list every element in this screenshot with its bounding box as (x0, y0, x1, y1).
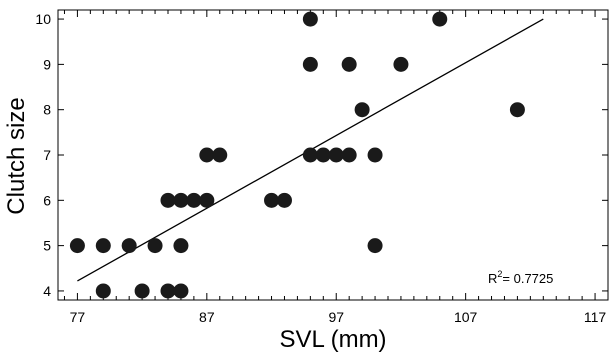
data-point (69, 238, 85, 254)
data-point (147, 238, 163, 254)
data-point (134, 283, 150, 299)
x-tick-label: 77 (70, 309, 86, 325)
data-point (328, 147, 344, 163)
y-tick-label: 10 (35, 11, 51, 27)
x-tick-label: 97 (328, 309, 344, 325)
data-point (354, 102, 370, 118)
y-axis-ticks: 4 5 6 7 8 9 10 (35, 11, 608, 299)
data-point (173, 192, 189, 208)
data-point (173, 283, 189, 299)
data-point (432, 11, 448, 27)
data-point (276, 192, 292, 208)
data-point (121, 238, 137, 254)
y-tick-label: 9 (43, 56, 51, 72)
data-point (367, 147, 383, 163)
data-point (212, 147, 228, 163)
data-point (186, 192, 202, 208)
y-axis-title: Clutch size (3, 97, 30, 214)
data-point (199, 192, 215, 208)
data-point (160, 283, 176, 299)
y-tick-label: 7 (43, 147, 51, 163)
x-tick-label: 117 (584, 309, 607, 325)
data-point (264, 192, 280, 208)
r-squared-annotation: R2= 0.7725 (488, 269, 553, 286)
y-tick-label: 4 (43, 283, 51, 299)
r-squared-superscript: 2 (497, 269, 502, 279)
x-tick-label: 87 (199, 309, 215, 325)
r-squared-value: = 0.7725 (502, 271, 553, 286)
data-point (199, 147, 215, 163)
data-points (69, 11, 525, 299)
data-point (302, 11, 318, 27)
data-point (302, 147, 318, 163)
x-tick-label: 107 (454, 309, 478, 325)
r-squared-base: R (488, 271, 497, 286)
data-point (509, 102, 525, 118)
y-tick-label: 6 (43, 192, 51, 208)
y-tick-label: 5 (43, 238, 51, 254)
data-point (341, 56, 357, 72)
data-point (315, 147, 331, 163)
data-point (341, 147, 357, 163)
y-tick-label: 8 (43, 102, 51, 118)
x-axis-ticks: 77 87 97 107 117 (63, 10, 607, 325)
data-point (393, 56, 409, 72)
x-axis-title: SVL (mm) (279, 326, 386, 353)
data-point (95, 238, 111, 254)
data-point (95, 283, 111, 299)
data-point (173, 238, 189, 254)
data-point (367, 238, 383, 254)
data-point (160, 192, 176, 208)
data-point (302, 56, 318, 72)
